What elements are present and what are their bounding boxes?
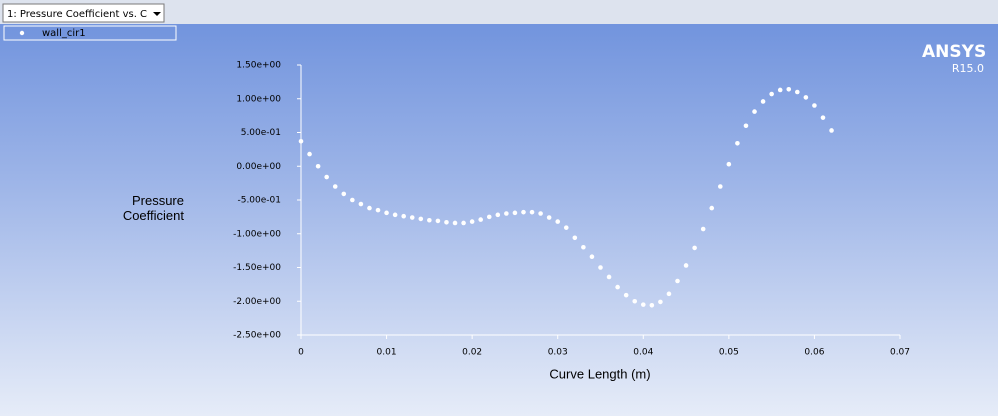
point bbox=[341, 191, 347, 197]
point bbox=[495, 212, 501, 218]
point bbox=[538, 211, 543, 216]
point bbox=[829, 128, 834, 133]
point bbox=[563, 225, 569, 230]
point bbox=[649, 303, 655, 308]
point bbox=[623, 292, 629, 298]
point bbox=[640, 302, 646, 307]
point bbox=[392, 212, 398, 218]
point bbox=[735, 141, 740, 146]
y-tick-label: -2.00e+00 bbox=[233, 297, 281, 307]
point bbox=[444, 219, 449, 225]
y-tick-label: -2.50e+00 bbox=[233, 331, 281, 341]
point bbox=[546, 215, 552, 220]
point bbox=[666, 291, 672, 297]
point bbox=[512, 210, 518, 216]
point bbox=[478, 217, 484, 222]
point bbox=[606, 274, 612, 280]
point bbox=[692, 245, 697, 251]
point bbox=[401, 213, 406, 219]
x-tick-label: 0.06 bbox=[804, 348, 824, 358]
legend-label: wall_cir1 bbox=[42, 28, 86, 39]
point bbox=[332, 184, 338, 189]
x-tick-label: 0.02 bbox=[462, 348, 482, 358]
point bbox=[529, 209, 535, 215]
point bbox=[418, 216, 424, 222]
point bbox=[521, 209, 526, 215]
point bbox=[307, 151, 312, 157]
point bbox=[461, 220, 466, 226]
point bbox=[469, 219, 475, 224]
y-tick-label: 5.00e-01 bbox=[241, 128, 281, 138]
y-tick-label: -5.00e-01 bbox=[237, 196, 281, 206]
y-tick-label: -1.00e+00 bbox=[233, 229, 281, 239]
point bbox=[427, 217, 432, 223]
x-tick-label: 0.03 bbox=[548, 348, 568, 358]
plot-dropdown[interactable] bbox=[2, 3, 165, 23]
point bbox=[504, 211, 509, 216]
point bbox=[435, 218, 441, 224]
brand: ANSYS bbox=[922, 42, 986, 62]
legend-box bbox=[3, 25, 177, 41]
x-tick-label: 0.05 bbox=[719, 348, 739, 358]
y-tick-label: 0.00e+00 bbox=[236, 162, 281, 172]
point bbox=[324, 174, 329, 180]
point bbox=[726, 161, 732, 167]
point bbox=[795, 89, 800, 95]
x-tick-label: 0.01 bbox=[377, 348, 397, 358]
point bbox=[777, 87, 783, 93]
point bbox=[803, 95, 809, 100]
point bbox=[298, 138, 304, 144]
point bbox=[769, 91, 774, 97]
point bbox=[675, 278, 680, 284]
y-tick-label: 1.50e+00 bbox=[236, 61, 281, 71]
point bbox=[589, 254, 595, 259]
x-tick-label: 0.04 bbox=[633, 348, 653, 358]
y-tick-label: 1.00e+00 bbox=[236, 94, 281, 104]
point bbox=[700, 226, 706, 232]
x-tick-label: 0 bbox=[298, 348, 304, 358]
point bbox=[409, 215, 415, 220]
point bbox=[598, 265, 603, 270]
dropdown-arrow[interactable] bbox=[153, 12, 161, 16]
point bbox=[752, 109, 757, 114]
dropdown-text: 1: Pressure Coefficient vs. C bbox=[7, 9, 147, 20]
point bbox=[315, 163, 321, 169]
point bbox=[486, 214, 492, 220]
x-tick-label: 0.07 bbox=[890, 348, 910, 358]
point bbox=[572, 235, 578, 241]
point bbox=[683, 263, 689, 268]
point bbox=[384, 210, 389, 216]
point bbox=[452, 220, 458, 226]
point bbox=[375, 207, 381, 213]
legend-marker bbox=[19, 30, 25, 36]
point bbox=[760, 99, 766, 104]
point bbox=[658, 299, 663, 305]
point bbox=[709, 205, 715, 211]
point bbox=[367, 205, 372, 211]
point bbox=[615, 284, 620, 290]
point bbox=[581, 244, 586, 250]
y-axis-label: Pressure Coefficient bbox=[122, 193, 184, 223]
point bbox=[350, 197, 355, 203]
point bbox=[786, 87, 792, 92]
point bbox=[555, 219, 561, 224]
y-tick-label: -1.50e+00 bbox=[233, 263, 281, 273]
toolbar bbox=[0, 0, 998, 24]
point bbox=[743, 123, 749, 129]
point bbox=[358, 201, 364, 207]
point bbox=[718, 184, 723, 189]
point bbox=[820, 115, 826, 120]
point bbox=[812, 103, 817, 108]
version: R15.0 bbox=[952, 62, 984, 75]
point bbox=[632, 298, 638, 304]
x-axis-label: Curve Length (m) bbox=[549, 366, 650, 381]
